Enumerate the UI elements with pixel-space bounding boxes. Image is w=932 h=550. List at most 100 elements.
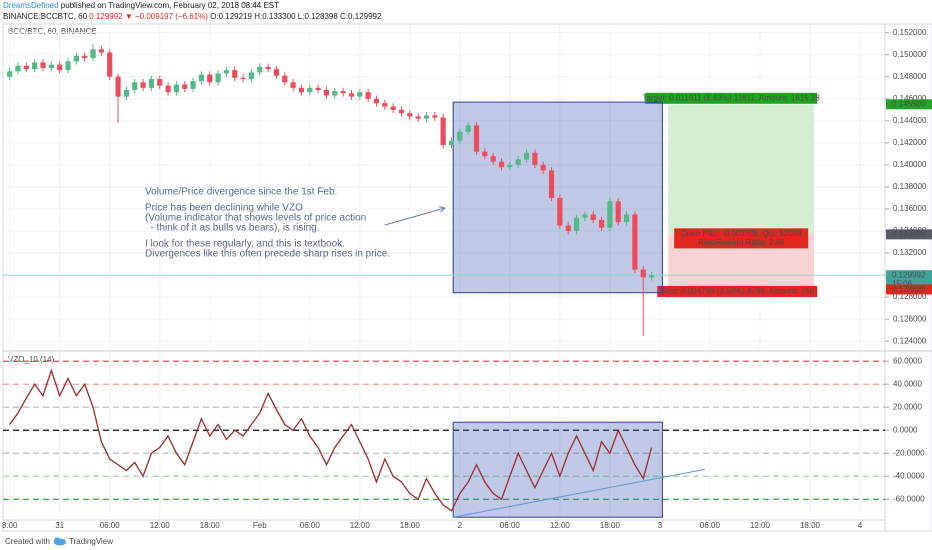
x-tick-label: 12:00 — [550, 521, 571, 530]
arrow — [384, 207, 445, 226]
candle-body — [265, 66, 271, 70]
candle-body — [290, 82, 296, 88]
candle-body — [373, 98, 380, 104]
x-tick-label: 12:00 — [350, 521, 371, 530]
candle-body — [107, 52, 113, 77]
candle-body — [523, 152, 530, 160]
y-tick-label: 0.128000 — [893, 292, 927, 301]
annotation-text: I look for these regularly, and this is … — [145, 239, 345, 250]
y-tick-label: -60.0000 — [893, 494, 925, 503]
annotation-text: (Volume indicator that shows levels of p… — [145, 213, 366, 224]
arrow-head — [438, 206, 446, 213]
x-tick-label: 18:00 — [600, 521, 621, 530]
candle-body — [465, 125, 471, 132]
candle-body — [123, 90, 129, 97]
highlight-box — [452, 101, 663, 294]
y-tick-label: 0.124000 — [893, 336, 927, 345]
candle-body — [323, 90, 330, 96]
x-tick-label: 06:00 — [300, 521, 321, 530]
candle-body — [473, 125, 480, 152]
y-tick-label: 0.150000 — [893, 50, 927, 59]
symbol-line: BINANCE:BCCBTC, 60 0.129992 ▼ −0.009197 … — [3, 12, 382, 21]
candle-body — [390, 106, 396, 110]
candle-body — [15, 65, 21, 72]
annotation-text: Price has been declining while VZO — [145, 203, 303, 214]
annotation-text: Divergences like this often precede shar… — [145, 249, 390, 260]
chart-frame — [2, 23, 932, 532]
candle-body — [623, 214, 630, 223]
candle-body — [598, 220, 605, 228]
candle-body — [498, 161, 505, 168]
price-label-bg — [886, 284, 932, 295]
candle-body — [490, 156, 496, 162]
candle-body — [615, 201, 621, 223]
candle-body — [632, 214, 638, 270]
candle-body — [440, 117, 446, 146]
y-tick-label: 0.140000 — [893, 160, 927, 169]
price-label: 0.129992 — [892, 270, 926, 279]
x-tick-label: 06:00 — [700, 521, 721, 530]
candle-body — [565, 225, 571, 232]
y-tick-label: 20.0000 — [893, 402, 922, 411]
change: ▼ −0.009197 (−6.61%) — [125, 12, 210, 21]
candle-body — [240, 77, 246, 79]
candle-body — [448, 140, 455, 146]
candle-body — [607, 201, 613, 228]
candle-body — [215, 73, 221, 83]
candle-body — [48, 64, 54, 68]
x-tick-label: 18:00 — [400, 521, 421, 530]
candle-body — [582, 214, 588, 218]
candle-body — [73, 55, 79, 62]
candle-body — [415, 116, 421, 119]
candle-body — [298, 87, 305, 93]
candle-body — [98, 49, 104, 53]
ratio-label: Risk/Reward Ratio: 2.46 — [698, 238, 785, 247]
pnl-label: Open P&L: -0.003706, Qty: 52094 — [681, 229, 803, 238]
candle-body — [115, 76, 121, 97]
pnl-label-bg — [674, 228, 809, 249]
candle-body — [232, 70, 238, 78]
target-label: Target: 0.011811 (8.83%) 11811, Amount: … — [643, 93, 821, 102]
candle-body — [590, 214, 596, 220]
y-tick-label: 40.0000 — [893, 379, 922, 388]
candle-body — [7, 71, 13, 77]
candle-body — [32, 62, 38, 70]
candle-body — [248, 72, 255, 79]
candle-body — [332, 91, 338, 96]
last: 0.129992 — [89, 12, 125, 21]
candle-body — [82, 55, 88, 59]
trend-line — [453, 468, 706, 518]
price-pane-title: BCC/BTC, 60, BINANCE — [8, 27, 96, 36]
candle-body — [273, 69, 280, 76]
candle-body — [640, 269, 646, 278]
candle-body — [432, 115, 438, 118]
candle-body — [648, 275, 655, 278]
brand[interactable]: TradingView — [69, 537, 113, 546]
x-tick-label: 18:00 — [800, 521, 821, 530]
y-tick-label: 0.0000 — [893, 425, 918, 434]
candle-body — [190, 81, 196, 89]
published: published on TradingView.com, February 0… — [59, 1, 280, 10]
price-label: 0.128696 — [892, 285, 926, 294]
candle-body — [557, 197, 563, 226]
tradingview-logo — [54, 537, 66, 546]
candle-body — [65, 61, 71, 71]
price-label: 0.133696 — [892, 229, 926, 238]
candle-body — [573, 217, 580, 232]
candle-body — [207, 74, 213, 83]
author[interactable]: DreamsDefined — [3, 1, 59, 10]
candle-body — [532, 152, 538, 165]
candle-body — [223, 70, 230, 74]
x-tick-label: 31 — [55, 521, 64, 530]
x-tick-label: 18:00 — [200, 521, 221, 530]
candle-body — [540, 164, 546, 171]
price-label-bg — [886, 229, 932, 240]
price-label-bg — [886, 99, 932, 110]
candle-body — [398, 109, 405, 114]
candle-body — [23, 65, 29, 70]
candle-body — [132, 82, 138, 90]
y-tick-label: 60.0000 — [893, 356, 922, 365]
x-tick-label: 12:00 — [150, 521, 171, 530]
y-tick-label: -20.0000 — [893, 448, 925, 457]
